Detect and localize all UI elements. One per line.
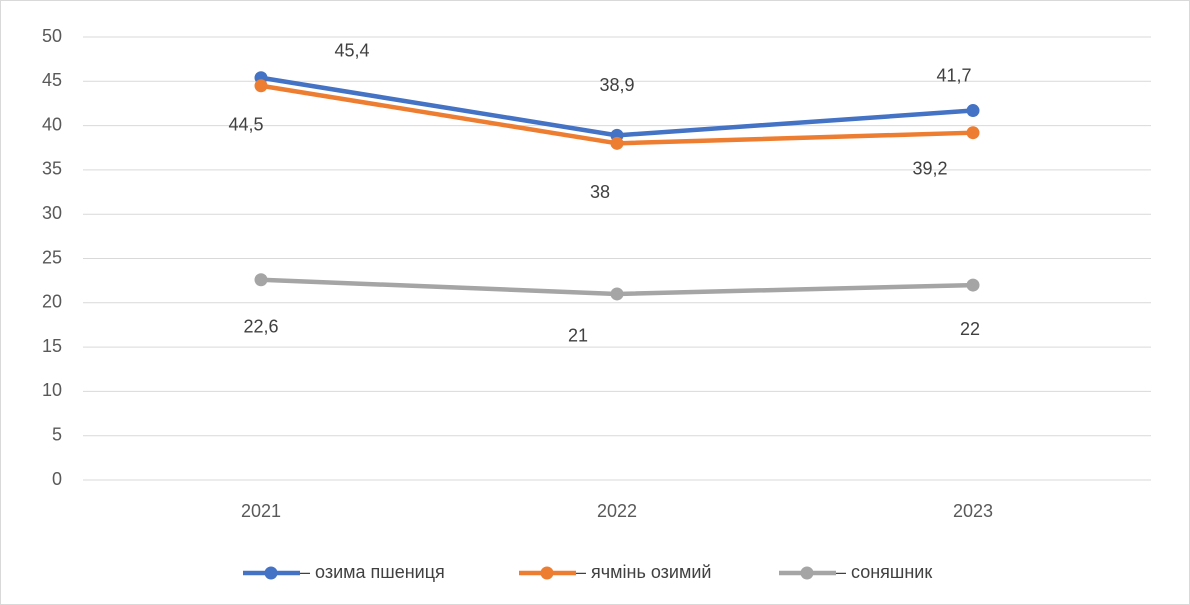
data-label: 22,6 — [243, 317, 278, 337]
y-tick-label: 0 — [52, 469, 62, 489]
data-point — [966, 278, 980, 292]
data-point — [610, 136, 624, 150]
y-tick-label: 50 — [42, 26, 62, 46]
y-tick-label: 40 — [42, 114, 62, 134]
legend-marker — [800, 566, 814, 580]
data-label: 22 — [960, 319, 980, 339]
data-label: 45,4 — [334, 41, 369, 61]
y-tick-label: 10 — [42, 380, 62, 400]
data-point — [966, 126, 980, 140]
y-tick-label: 45 — [42, 70, 62, 90]
legend-label: – ячмінь озимий — [576, 562, 711, 582]
y-tick-label: 35 — [42, 159, 62, 179]
y-tick-label: 25 — [42, 247, 62, 267]
data-label: 38 — [590, 182, 610, 202]
y-tick-label: 30 — [42, 203, 62, 223]
data-label: 39,2 — [912, 158, 947, 178]
legend-marker — [540, 566, 554, 580]
y-tick-label: 5 — [52, 424, 62, 444]
y-tick-label: 20 — [42, 292, 62, 312]
data-point — [966, 104, 980, 118]
legend-marker — [264, 566, 278, 580]
data-label: 38,9 — [599, 75, 634, 95]
data-label: 21 — [568, 326, 588, 346]
data-point — [610, 287, 624, 301]
legend-label: – озима пшениця — [300, 562, 445, 582]
legend-label: – соняшник — [836, 562, 932, 582]
data-label: 41,7 — [936, 65, 971, 85]
y-tick-label: 15 — [42, 336, 62, 356]
data-label: 44,5 — [228, 114, 263, 134]
data-point — [254, 273, 268, 287]
x-tick-label: 2022 — [597, 501, 637, 521]
data-point — [254, 79, 268, 93]
x-tick-label: 2021 — [241, 501, 281, 521]
x-tick-label: 2023 — [953, 501, 993, 521]
